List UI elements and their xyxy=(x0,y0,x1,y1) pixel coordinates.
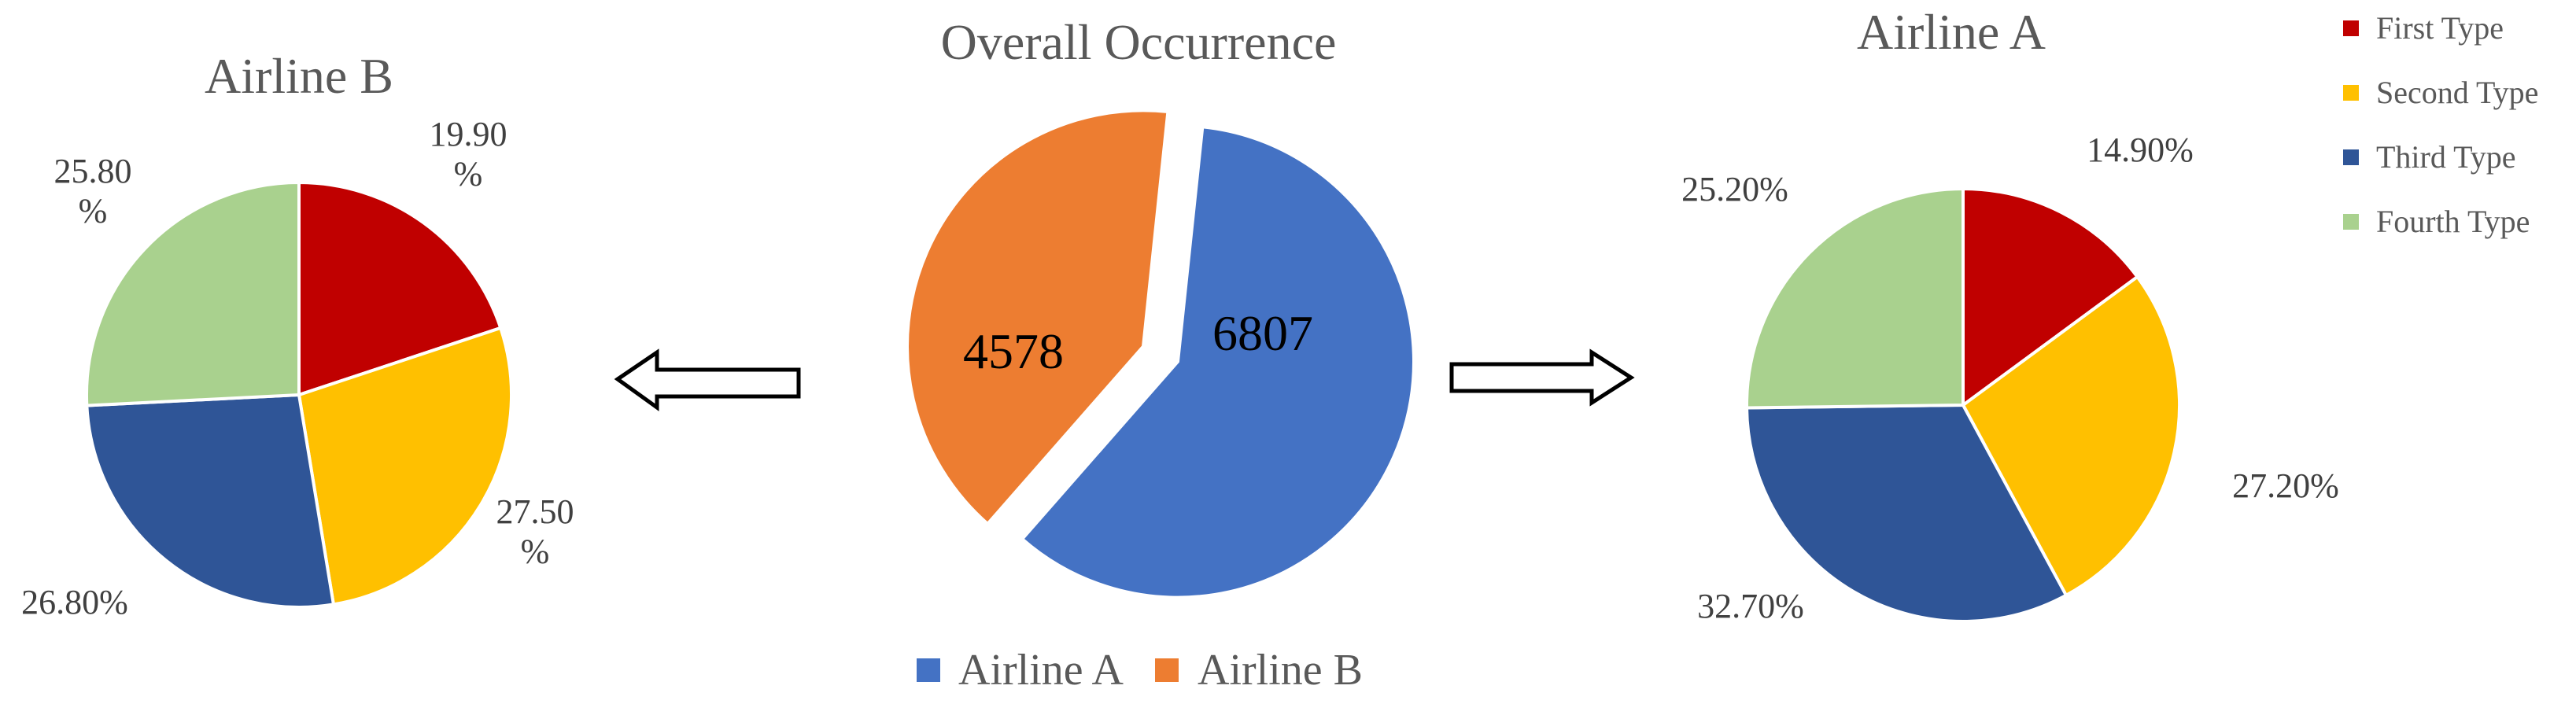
airline-a-label-third-type: 32.70% xyxy=(1697,587,1804,625)
airline-a-label-fourth-type: 25.20% xyxy=(1681,170,1788,208)
airline-b-label-second-type: 27.50% xyxy=(496,492,574,571)
airline-b-pie: 19.90 % 27.50 % 26.80% 25.80% xyxy=(21,115,574,621)
airline-b-slice-first-type xyxy=(297,180,503,397)
legend-label-airline-b: Airline B xyxy=(1198,646,1363,695)
left-arrow-icon xyxy=(614,348,801,411)
airline-b-title: Airline B xyxy=(205,48,393,104)
overall-title: Overall Occurrence xyxy=(941,14,1337,70)
legend-swatch-first-type xyxy=(2343,20,2359,36)
type-legend: First Type Second Type Third Type Fourth Ty… xyxy=(2343,10,2538,239)
airline-b-label-first-type: 19.90% xyxy=(430,115,507,194)
overall-label-airline-a: 6807 xyxy=(1212,305,1313,361)
airline-a-slice-second-type xyxy=(1961,275,2182,598)
airline-a-slice-first-type xyxy=(1962,186,2140,408)
overall-slice-airline-b xyxy=(906,109,1170,526)
legend-label-fourth-type: Fourth Type xyxy=(2376,204,2530,239)
airline-b-slice-third-type xyxy=(85,393,336,609)
airline-b-slice-fourth-type xyxy=(84,180,301,407)
overall-slice-airline-a xyxy=(1020,125,1415,599)
legend-label-first-type: First Type xyxy=(2376,10,2504,46)
overall-pie: 6807 4578 xyxy=(906,109,1415,599)
legend-swatch-second-type xyxy=(2343,85,2359,101)
legend-swatch-airline-a xyxy=(917,658,940,682)
legend-swatch-fourth-type xyxy=(2343,214,2359,230)
legend-label-third-type: Third Type xyxy=(2376,139,2516,175)
airline-a-label-second-type: 27.20% xyxy=(2232,466,2339,505)
airline-b-label-third-type: 26.80% xyxy=(21,583,128,621)
airline-legend: Airline A Airline B xyxy=(917,646,1363,695)
legend-label-airline-a: Airline A xyxy=(958,646,1124,695)
right-arrow-icon xyxy=(1449,348,1635,407)
airline-b-slice-second-type xyxy=(297,326,513,606)
airline-a-slice-third-type xyxy=(1744,403,2069,623)
legend-swatch-airline-b xyxy=(1155,658,1179,682)
airline-a-title: Airline A xyxy=(1857,4,2046,60)
overall-label-airline-b: 4578 xyxy=(963,323,1064,379)
airline-b-label-fourth-type: 25.80% xyxy=(54,152,132,230)
airline-a-slice-fourth-type xyxy=(1745,186,1965,410)
airline-a-label-first-type: 14.90% xyxy=(2087,131,2194,169)
airline-a-pie: 14.90% 27.20% 32.70% 25.20% xyxy=(1681,131,2339,625)
legend-label-second-type: Second Type xyxy=(2376,75,2538,110)
legend-swatch-third-type xyxy=(2343,149,2359,165)
